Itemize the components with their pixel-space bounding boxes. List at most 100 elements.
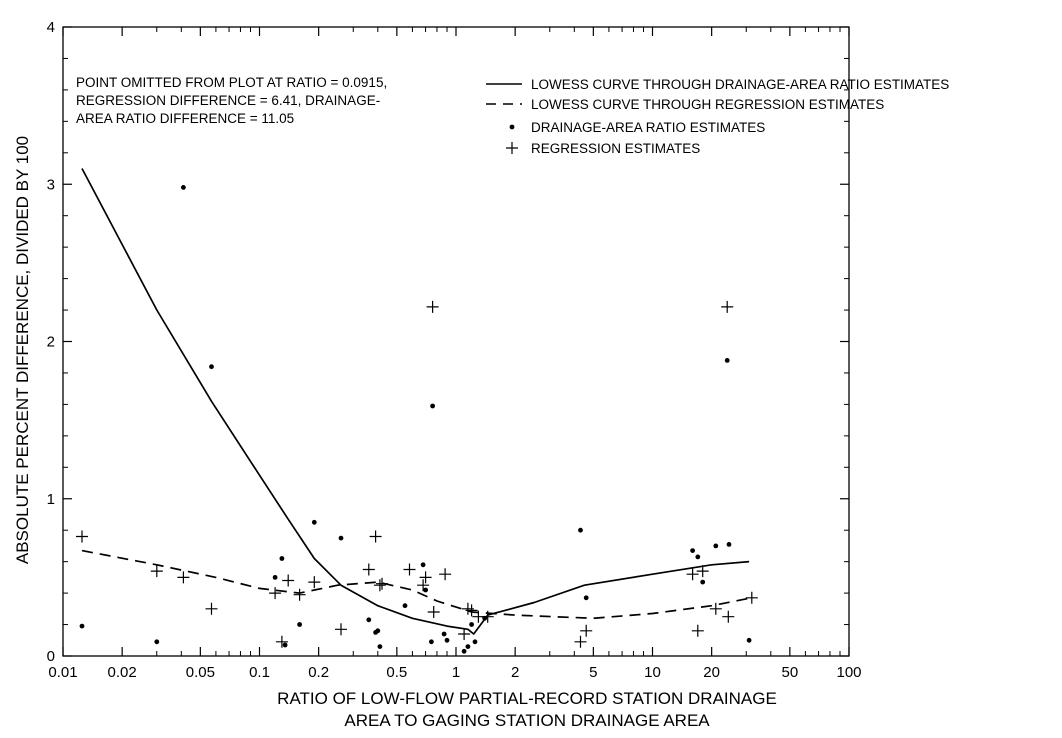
x-axis-title-line-2: AREA TO GAGING STATION DRAINAGE AREA <box>344 711 710 730</box>
lowess-dar-curve <box>81 168 750 635</box>
regression-estimate-point <box>335 623 347 636</box>
regression-estimate-point <box>76 530 88 543</box>
dar-estimate-point <box>402 603 408 609</box>
dar-estimate-point <box>209 364 214 370</box>
x-tick-label: 0.1 <box>249 664 270 681</box>
x-tick-label: 10 <box>644 664 661 681</box>
regression-estimate-point <box>696 565 709 578</box>
dar-estimate-point <box>465 644 471 649</box>
dar-estimate-point <box>272 575 278 580</box>
regression-estimate-point <box>403 563 416 576</box>
annotation-line-3: AREA RATIO DIFFERENCE = 11.05 <box>76 111 294 126</box>
dar-estimate-point <box>472 639 478 645</box>
legend: LOWESS CURVE THROUGH DRAINAGE-AREA RATIO… <box>486 77 949 156</box>
regression-estimate-point <box>275 635 288 648</box>
dar-estimate-point <box>690 548 695 553</box>
regression-estimate-point <box>574 635 587 648</box>
regression-estimate-point <box>269 587 282 600</box>
x-tick-label: 0.5 <box>386 664 407 681</box>
dar-estimate-point <box>726 542 732 547</box>
x-tick-label: 100 <box>836 664 861 681</box>
x-tick-label: 50 <box>782 664 799 681</box>
regression-estimate-point <box>369 530 382 543</box>
dar-estimate-point <box>377 644 383 649</box>
dar-estimate-point <box>746 637 752 643</box>
dar-estimate-point <box>279 556 285 561</box>
annotation-note: POINT OMITTED FROM PLOT AT RATIO = 0.091… <box>76 75 387 126</box>
dar-estimate-point <box>154 639 160 645</box>
regression-estimate-point <box>458 628 471 640</box>
x-tick-label: 0.02 <box>108 664 137 681</box>
regression-estimate-point <box>426 300 439 313</box>
axis-ticks <box>62 26 850 657</box>
regression-estimate-point <box>709 602 722 615</box>
legend-label-regression-estimates: REGRESSION ESTIMATES <box>531 141 700 156</box>
dar-estimate-point <box>366 617 372 623</box>
dar-estimate-point <box>578 527 583 533</box>
dar-estimate-point <box>700 579 706 585</box>
dar-estimate-point <box>79 623 85 629</box>
annotation-line-1: POINT OMITTED FROM PLOT AT RATIO = 0.091… <box>76 75 387 90</box>
x-tick-label: 0.2 <box>308 664 329 681</box>
regression-estimate-point <box>439 568 452 581</box>
y-axis-title: ABSOLUTE PERCENT DIFFERENCE, DIVIDED BY … <box>13 136 32 564</box>
dar-estimate-point <box>297 622 302 627</box>
y-tick-label: 4 <box>47 19 55 36</box>
y-tick-label: 0 <box>47 648 55 665</box>
dar-estimate-point <box>423 587 428 593</box>
dar-estimate-point <box>461 648 467 654</box>
regression-estimate-point <box>465 604 478 617</box>
dar-estimate-point <box>311 519 317 525</box>
regression-estimate-point <box>373 579 386 592</box>
regression-estimate-point <box>150 565 163 578</box>
x-tick-label: 0.05 <box>186 664 215 681</box>
dar-estimate-point <box>444 637 450 643</box>
regression-estimate-point <box>745 591 758 604</box>
dar-estimate-point <box>469 622 474 627</box>
dar-estimate-point <box>282 642 288 648</box>
legend-label-lowess-regression: LOWESS CURVE THROUGH REGRESSION ESTIMATE… <box>531 97 884 112</box>
x-tick-label: 20 <box>703 664 720 681</box>
axis-tick-labels: 0.01 0.02 0.05 0.1 0.2 0.5 1 2 5 10 20 50 100 0 1 2 3 4 <box>47 19 862 681</box>
regression-estimate-point <box>205 602 218 615</box>
regression-estimate-point <box>293 588 306 601</box>
legend-dot-marker <box>509 124 515 130</box>
dar-estimate-point <box>429 639 434 645</box>
data-markers <box>76 185 758 654</box>
dar-estimate-point <box>583 595 589 601</box>
regression-estimate-point <box>376 577 388 590</box>
regression-estimate-point <box>427 606 440 618</box>
y-tick-label: 2 <box>47 334 55 351</box>
dar-estimate-point <box>338 535 344 541</box>
regression-estimate-point <box>580 624 593 637</box>
regression-estimate-point <box>282 574 295 587</box>
legend-label-lowess-dar: LOWESS CURVE THROUGH DRAINAGE-AREA RATIO… <box>531 77 949 92</box>
regression-estimate-point <box>177 571 190 584</box>
regression-estimate-point <box>419 571 432 584</box>
regression-estimate-point <box>721 300 734 313</box>
dar-estimate-point <box>713 543 719 549</box>
x-tick-label: 1 <box>452 664 460 681</box>
regression-estimate-point <box>308 576 321 589</box>
dar-estimate-point <box>724 358 730 363</box>
dar-estimate-point <box>181 185 186 190</box>
y-tick-label: 3 <box>47 176 55 193</box>
x-tick-label: 0.01 <box>48 664 77 681</box>
dar-estimate-point <box>420 562 426 568</box>
regression-estimate-point <box>481 610 494 623</box>
dar-estimate-point <box>695 554 701 560</box>
x-tick-label: 5 <box>589 664 597 681</box>
regression-estimate-point <box>686 568 699 581</box>
lowess-curves <box>81 168 752 635</box>
lowess-regression-curve <box>81 549 752 620</box>
regression-estimate-point <box>691 624 704 637</box>
legend-label-dar-estimates: DRAINAGE-AREA RATIO ESTIMATES <box>531 120 765 135</box>
dar-estimate-point <box>430 403 435 409</box>
x-tick-label: 2 <box>511 664 519 681</box>
annotation-line-2: REGRESSION DIFFERENCE = 6.41, DRAINAGE- <box>76 93 380 108</box>
legend-plus-marker <box>506 142 518 154</box>
y-tick-label: 1 <box>47 491 55 508</box>
dar-estimate-point <box>441 631 447 637</box>
x-axis-title-line-1: RATIO OF LOW-FLOW PARTIAL-RECORD STATION… <box>277 689 777 708</box>
